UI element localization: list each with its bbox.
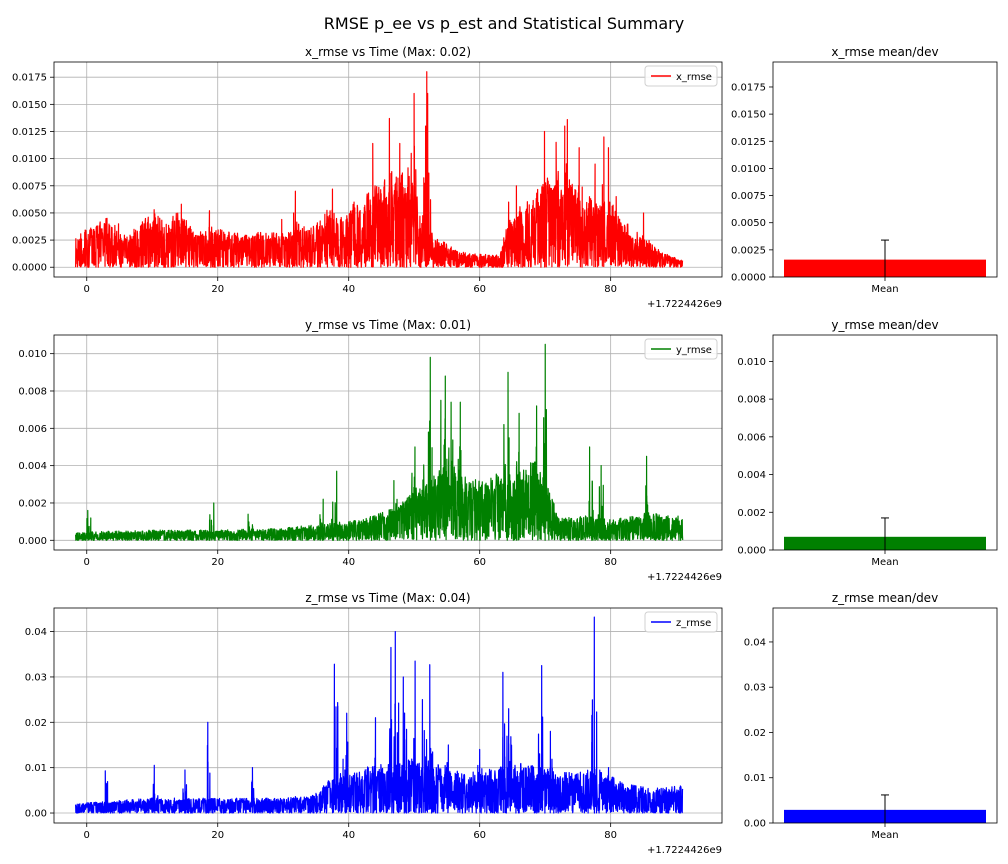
- series-line: [75, 71, 684, 268]
- y-tick-label: 0.004: [18, 461, 47, 472]
- y-tick-label: 0.000: [18, 536, 47, 547]
- axes-frame: [772, 334, 998, 551]
- y-tick-label: 0.006: [18, 424, 47, 435]
- figure-title: RMSE p_ee vs p_est and Statistical Summa…: [324, 14, 684, 34]
- bar-chart-title: z_rmse mean/dev: [832, 591, 938, 605]
- x-offset-label: +1.7224426e9: [647, 299, 722, 310]
- y-tick-label: 0.04: [25, 627, 47, 638]
- x-tick-label: Mean: [871, 284, 898, 295]
- y-tick-label: 0.00: [744, 819, 766, 830]
- legend-label: z_rmse: [676, 618, 711, 629]
- axes-frame: [772, 607, 998, 824]
- y-tick-label: 0.0000: [731, 273, 766, 284]
- x-tick-label: 0: [84, 284, 90, 295]
- y-tick-label: 0.008: [737, 395, 766, 406]
- y-tick-label: 0.002: [737, 508, 766, 519]
- y-tick-label: 0.02: [25, 718, 47, 729]
- y-tick-label: 0.010: [18, 349, 47, 360]
- legend-box: [644, 65, 718, 87]
- x-tick-label: 60: [473, 830, 486, 841]
- x-tick-label: 40: [342, 830, 355, 841]
- x-tick-label: 20: [211, 830, 224, 841]
- x-tick-label: 60: [473, 557, 486, 568]
- x-tick-label: 40: [342, 284, 355, 295]
- x-tick-label: 60: [473, 284, 486, 295]
- y-tick-label: 0.0075: [12, 181, 47, 192]
- y-tick-label: 0.0100: [12, 154, 47, 165]
- legend-label: y_rmse: [676, 345, 712, 356]
- y-tick-label: 0.000: [737, 546, 766, 557]
- x-tick-label: 40: [342, 557, 355, 568]
- y-tick-label: 0.01: [744, 773, 766, 784]
- y-tick-label: 0.0100: [731, 164, 766, 175]
- y-tick-label: 0.004: [737, 470, 766, 481]
- x-tick-label: Mean: [871, 830, 898, 841]
- axes-frame: [53, 61, 723, 278]
- legend-label: x_rmse: [676, 72, 712, 83]
- line-chart-title: z_rmse vs Time (Max: 0.04): [305, 591, 470, 605]
- line-chart-title: y_rmse vs Time (Max: 0.01): [305, 318, 471, 332]
- y-tick-label: 0.0125: [731, 137, 766, 148]
- y-tick-label: 0.0000: [12, 263, 47, 274]
- y-tick-label: 0.0150: [12, 100, 47, 111]
- y-tick-label: 0.010: [737, 357, 766, 368]
- y-tick-label: 0.006: [737, 432, 766, 443]
- x-tick-label: 80: [604, 284, 617, 295]
- y-tick-label: 0.04: [744, 637, 766, 648]
- axes-frame: [53, 334, 723, 551]
- x-tick-label: Mean: [871, 557, 898, 568]
- legend-box: [644, 611, 718, 633]
- plots: x_rmse vs Time (Max: 0.02) x_rmse 0 20 40 60 8…: [12, 45, 998, 856]
- y-tick-label: 0.01: [25, 763, 47, 774]
- bar-chart-title: x_rmse mean/dev: [831, 45, 938, 59]
- axes-frame: [53, 607, 723, 824]
- y-tick-label: 0.0050: [12, 208, 47, 219]
- y-tick-label: 0.0150: [731, 110, 766, 121]
- series-line: [75, 616, 684, 814]
- bar-chart-title: y_rmse mean/dev: [831, 318, 938, 332]
- y-tick-label: 0.03: [744, 683, 766, 694]
- axes-frame: [772, 61, 998, 278]
- y-tick-label: 0.008: [18, 386, 47, 397]
- y-tick-label: 0.0025: [12, 236, 47, 247]
- x-tick-label: 20: [211, 284, 224, 295]
- y-tick-label: 0.0025: [731, 245, 766, 256]
- legend-box: [644, 338, 718, 360]
- x-offset-label: +1.7224426e9: [647, 845, 722, 856]
- y-tick-label: 0.0075: [731, 191, 766, 202]
- x-tick-label: 20: [211, 557, 224, 568]
- x-tick-label: 0: [84, 830, 90, 841]
- y-tick-label: 0.0175: [731, 82, 766, 93]
- x-tick-label: 80: [604, 830, 617, 841]
- series-line: [75, 343, 684, 541]
- y-tick-label: 0.0050: [731, 218, 766, 229]
- x-tick-label: 0: [84, 557, 90, 568]
- y-tick-label: 0.02: [744, 728, 766, 739]
- x-tick-label: 80: [604, 557, 617, 568]
- y-tick-label: 0.0125: [12, 127, 47, 138]
- y-tick-label: 0.0175: [12, 73, 47, 84]
- line-chart-title: x_rmse vs Time (Max: 0.02): [305, 45, 471, 59]
- y-tick-label: 0.03: [25, 672, 47, 683]
- y-tick-label: 0.00: [25, 809, 47, 820]
- x-offset-label: +1.7224426e9: [647, 572, 722, 583]
- y-tick-label: 0.002: [18, 498, 47, 509]
